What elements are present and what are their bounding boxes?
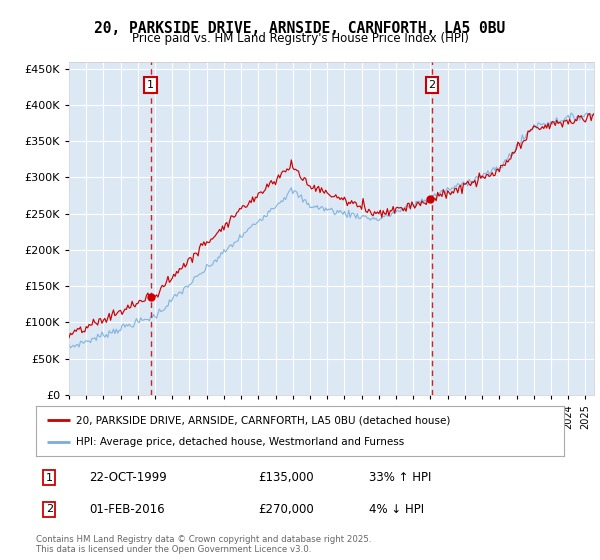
Text: HPI: Average price, detached house, Westmorland and Furness: HPI: Average price, detached house, West… [76, 437, 404, 447]
Text: 20, PARKSIDE DRIVE, ARNSIDE, CARNFORTH, LA5 0BU (detached house): 20, PARKSIDE DRIVE, ARNSIDE, CARNFORTH, … [76, 415, 450, 425]
Text: £270,000: £270,000 [258, 503, 314, 516]
Text: Price paid vs. HM Land Registry's House Price Index (HPI): Price paid vs. HM Land Registry's House … [131, 32, 469, 45]
Text: 1: 1 [147, 80, 154, 90]
Text: 01-FEB-2016: 01-FEB-2016 [89, 503, 164, 516]
Text: 20, PARKSIDE DRIVE, ARNSIDE, CARNFORTH, LA5 0BU: 20, PARKSIDE DRIVE, ARNSIDE, CARNFORTH, … [94, 21, 506, 36]
Text: 22-OCT-1999: 22-OCT-1999 [89, 471, 167, 484]
Text: 33% ↑ HPI: 33% ↑ HPI [368, 471, 431, 484]
Text: £135,000: £135,000 [258, 471, 313, 484]
Text: 2: 2 [46, 505, 53, 515]
Text: 4% ↓ HPI: 4% ↓ HPI [368, 503, 424, 516]
Text: 1: 1 [46, 473, 53, 483]
Text: 2: 2 [428, 80, 436, 90]
Text: Contains HM Land Registry data © Crown copyright and database right 2025.
This d: Contains HM Land Registry data © Crown c… [36, 535, 371, 554]
